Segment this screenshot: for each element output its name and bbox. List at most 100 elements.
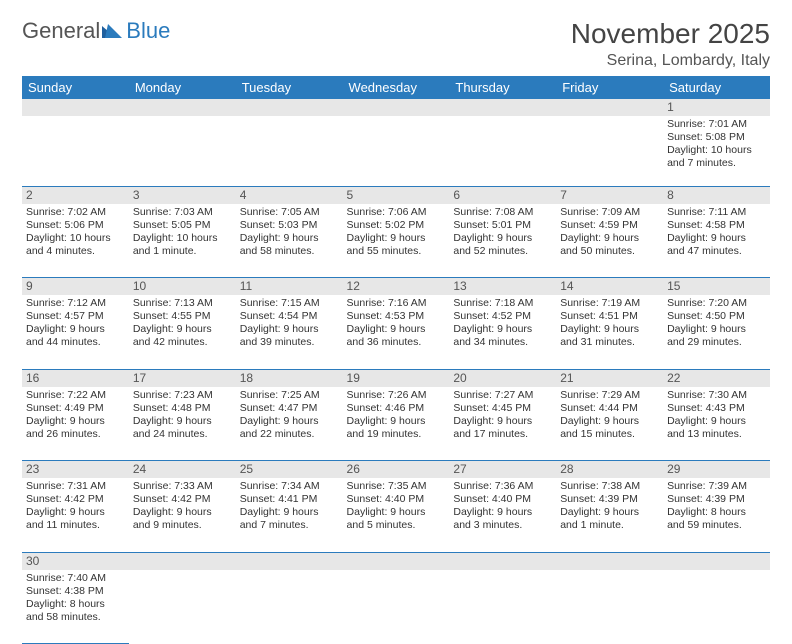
- daylight-line: Daylight: 9 hours and 3 minutes.: [453, 506, 552, 532]
- day-number-cell: 17: [129, 369, 236, 387]
- day-content: Sunrise: 7:39 AMSunset: 4:39 PMDaylight:…: [663, 478, 770, 536]
- day-content: Sunrise: 7:29 AMSunset: 4:44 PMDaylight:…: [556, 387, 663, 445]
- sunrise-line: Sunrise: 7:19 AM: [560, 297, 659, 310]
- daylight-line: Daylight: 8 hours and 58 minutes.: [26, 598, 125, 624]
- day-cell: [449, 570, 556, 644]
- day-content: Sunrise: 7:02 AMSunset: 5:06 PMDaylight:…: [22, 204, 129, 262]
- sunrise-line: Sunrise: 7:29 AM: [560, 389, 659, 402]
- daynum-row: 23242526272829: [22, 461, 770, 479]
- sunrise-line: Sunrise: 7:02 AM: [26, 206, 125, 219]
- day-content: Sunrise: 7:26 AMSunset: 4:46 PMDaylight:…: [343, 387, 450, 445]
- page-title: November 2025: [571, 18, 770, 50]
- day-cell: Sunrise: 7:16 AMSunset: 4:53 PMDaylight:…: [343, 295, 450, 369]
- day-content: Sunrise: 7:11 AMSunset: 4:58 PMDaylight:…: [663, 204, 770, 262]
- day-content: Sunrise: 7:09 AMSunset: 4:59 PMDaylight:…: [556, 204, 663, 262]
- day-cell: Sunrise: 7:30 AMSunset: 4:43 PMDaylight:…: [663, 387, 770, 461]
- weekday-header: Friday: [556, 76, 663, 99]
- sunrise-line: Sunrise: 7:12 AM: [26, 297, 125, 310]
- day-number-cell: 4: [236, 186, 343, 204]
- day-number-cell: 9: [22, 278, 129, 296]
- day-number-cell: 18: [236, 369, 343, 387]
- sunrise-line: Sunrise: 7:38 AM: [560, 480, 659, 493]
- daylight-line: Daylight: 9 hours and 31 minutes.: [560, 323, 659, 349]
- day-cell: Sunrise: 7:08 AMSunset: 5:01 PMDaylight:…: [449, 204, 556, 278]
- day-cell: Sunrise: 7:40 AMSunset: 4:38 PMDaylight:…: [22, 570, 129, 644]
- sunset-line: Sunset: 4:45 PM: [453, 402, 552, 415]
- sunrise-line: Sunrise: 7:36 AM: [453, 480, 552, 493]
- sunset-line: Sunset: 5:02 PM: [347, 219, 446, 232]
- sunrise-line: Sunrise: 7:23 AM: [133, 389, 232, 402]
- logo-text-2: Blue: [126, 18, 170, 44]
- day-cell: Sunrise: 7:03 AMSunset: 5:05 PMDaylight:…: [129, 204, 236, 278]
- day-number-cell: 24: [129, 461, 236, 479]
- sunrise-line: Sunrise: 7:25 AM: [240, 389, 339, 402]
- sunset-line: Sunset: 4:39 PM: [667, 493, 766, 506]
- day-content: Sunrise: 7:06 AMSunset: 5:02 PMDaylight:…: [343, 204, 450, 262]
- day-number-cell: 20: [449, 369, 556, 387]
- day-number-cell: 26: [343, 461, 450, 479]
- week-row: Sunrise: 7:31 AMSunset: 4:42 PMDaylight:…: [22, 478, 770, 552]
- day-number-cell: [556, 99, 663, 116]
- day-cell: Sunrise: 7:18 AMSunset: 4:52 PMDaylight:…: [449, 295, 556, 369]
- day-content: Sunrise: 7:30 AMSunset: 4:43 PMDaylight:…: [663, 387, 770, 445]
- day-number-cell: [236, 552, 343, 570]
- day-content: Sunrise: 7:12 AMSunset: 4:57 PMDaylight:…: [22, 295, 129, 353]
- header: General Blue November 2025 Serina, Lomba…: [22, 18, 770, 70]
- day-content: Sunrise: 7:08 AMSunset: 5:01 PMDaylight:…: [449, 204, 556, 262]
- day-content: Sunrise: 7:16 AMSunset: 4:53 PMDaylight:…: [343, 295, 450, 353]
- day-number-cell: [663, 552, 770, 570]
- daylight-line: Daylight: 9 hours and 15 minutes.: [560, 415, 659, 441]
- daylight-line: Daylight: 10 hours and 4 minutes.: [26, 232, 125, 258]
- week-row: Sunrise: 7:22 AMSunset: 4:49 PMDaylight:…: [22, 387, 770, 461]
- day-number-cell: [449, 552, 556, 570]
- daylight-line: Daylight: 9 hours and 36 minutes.: [347, 323, 446, 349]
- day-cell: [129, 116, 236, 186]
- daylight-line: Daylight: 9 hours and 34 minutes.: [453, 323, 552, 349]
- day-cell: Sunrise: 7:20 AMSunset: 4:50 PMDaylight:…: [663, 295, 770, 369]
- day-cell: Sunrise: 7:35 AMSunset: 4:40 PMDaylight:…: [343, 478, 450, 552]
- sunrise-line: Sunrise: 7:26 AM: [347, 389, 446, 402]
- weekday-header-row: Sunday Monday Tuesday Wednesday Thursday…: [22, 76, 770, 99]
- sunrise-line: Sunrise: 7:30 AM: [667, 389, 766, 402]
- daylight-line: Daylight: 9 hours and 7 minutes.: [240, 506, 339, 532]
- day-cell: Sunrise: 7:05 AMSunset: 5:03 PMDaylight:…: [236, 204, 343, 278]
- sunset-line: Sunset: 5:03 PM: [240, 219, 339, 232]
- day-number-cell: 30: [22, 552, 129, 570]
- sunset-line: Sunset: 4:43 PM: [667, 402, 766, 415]
- sunset-line: Sunset: 4:54 PM: [240, 310, 339, 323]
- day-cell: [343, 570, 450, 644]
- daynum-row: 2345678: [22, 186, 770, 204]
- day-cell: [22, 116, 129, 186]
- sunset-line: Sunset: 5:06 PM: [26, 219, 125, 232]
- day-content: Sunrise: 7:40 AMSunset: 4:38 PMDaylight:…: [22, 570, 129, 628]
- day-content: Sunrise: 7:27 AMSunset: 4:45 PMDaylight:…: [449, 387, 556, 445]
- day-content: Sunrise: 7:19 AMSunset: 4:51 PMDaylight:…: [556, 295, 663, 353]
- day-cell: Sunrise: 7:29 AMSunset: 4:44 PMDaylight:…: [556, 387, 663, 461]
- day-cell: Sunrise: 7:19 AMSunset: 4:51 PMDaylight:…: [556, 295, 663, 369]
- day-number-cell: [129, 552, 236, 570]
- day-cell: Sunrise: 7:34 AMSunset: 4:41 PMDaylight:…: [236, 478, 343, 552]
- day-number-cell: 29: [663, 461, 770, 479]
- day-cell: [556, 116, 663, 186]
- day-content: Sunrise: 7:01 AMSunset: 5:08 PMDaylight:…: [663, 116, 770, 174]
- daylight-line: Daylight: 9 hours and 58 minutes.: [240, 232, 339, 258]
- day-number-cell: 15: [663, 278, 770, 296]
- day-number-cell: [22, 99, 129, 116]
- sunrise-line: Sunrise: 7:13 AM: [133, 297, 232, 310]
- day-number-cell: 19: [343, 369, 450, 387]
- daylight-line: Daylight: 9 hours and 55 minutes.: [347, 232, 446, 258]
- sunset-line: Sunset: 4:58 PM: [667, 219, 766, 232]
- day-number-cell: [129, 99, 236, 116]
- day-number-cell: 21: [556, 369, 663, 387]
- sunrise-line: Sunrise: 7:08 AM: [453, 206, 552, 219]
- sunset-line: Sunset: 4:39 PM: [560, 493, 659, 506]
- week-row: Sunrise: 7:02 AMSunset: 5:06 PMDaylight:…: [22, 204, 770, 278]
- sunset-line: Sunset: 4:42 PM: [26, 493, 125, 506]
- calendar-table: Sunday Monday Tuesday Wednesday Thursday…: [22, 76, 770, 644]
- sunset-line: Sunset: 4:59 PM: [560, 219, 659, 232]
- weekday-header: Tuesday: [236, 76, 343, 99]
- day-content: Sunrise: 7:03 AMSunset: 5:05 PMDaylight:…: [129, 204, 236, 262]
- sunrise-line: Sunrise: 7:01 AM: [667, 118, 766, 131]
- daynum-row: 1: [22, 99, 770, 116]
- day-content: Sunrise: 7:23 AMSunset: 4:48 PMDaylight:…: [129, 387, 236, 445]
